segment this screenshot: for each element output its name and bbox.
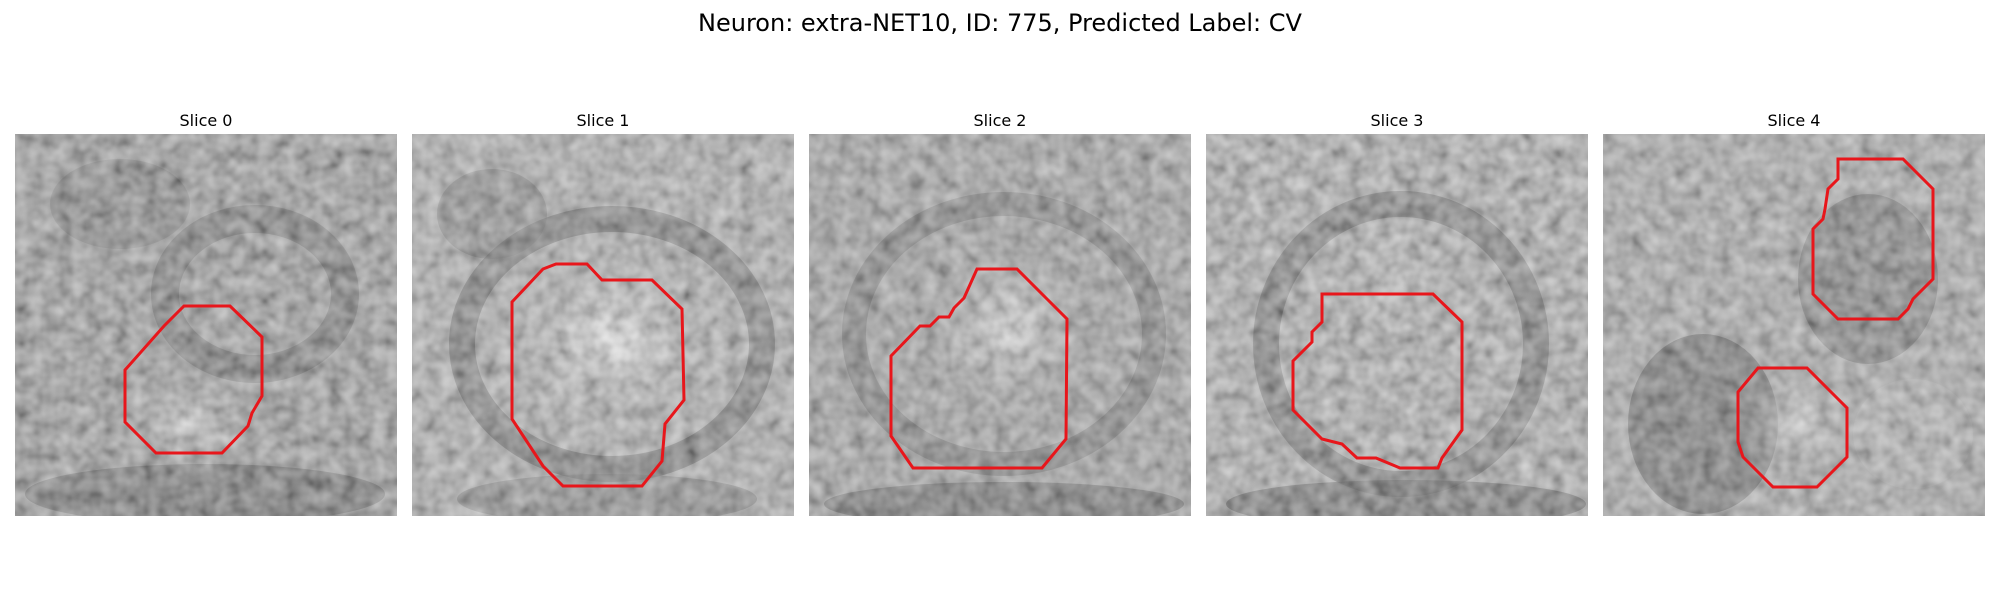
slice-title-4: Slice 4	[1767, 111, 1821, 130]
slice-image-4	[1603, 134, 1985, 516]
slice-image-1	[412, 134, 794, 516]
red-contour	[1291, 292, 1464, 470]
red-contour	[889, 267, 1069, 470]
slice-panel-1: Slice 1	[412, 110, 794, 516]
figure-title: Neuron: extra-NET10, ID: 775, Predicted …	[698, 9, 1302, 37]
slice-title-1: Slice 1	[576, 111, 630, 130]
red-contour	[1736, 366, 1849, 489]
red-contour	[1811, 157, 1935, 321]
slice-panel-3: Slice 3	[1206, 110, 1588, 516]
red-contour	[510, 262, 686, 488]
slice-panel-2: Slice 2	[809, 110, 1191, 516]
slice-image-2	[809, 134, 1191, 516]
slice-title-0: Slice 0	[179, 111, 233, 130]
slice-image-0	[15, 134, 397, 516]
slice-title-2: Slice 2	[973, 111, 1027, 130]
red-contour	[123, 304, 264, 455]
slice-image-3	[1206, 134, 1588, 516]
slice-panel-0: Slice 0	[15, 110, 397, 516]
slice-panel-4: Slice 4	[1603, 110, 1985, 516]
slice-title-3: Slice 3	[1370, 111, 1424, 130]
